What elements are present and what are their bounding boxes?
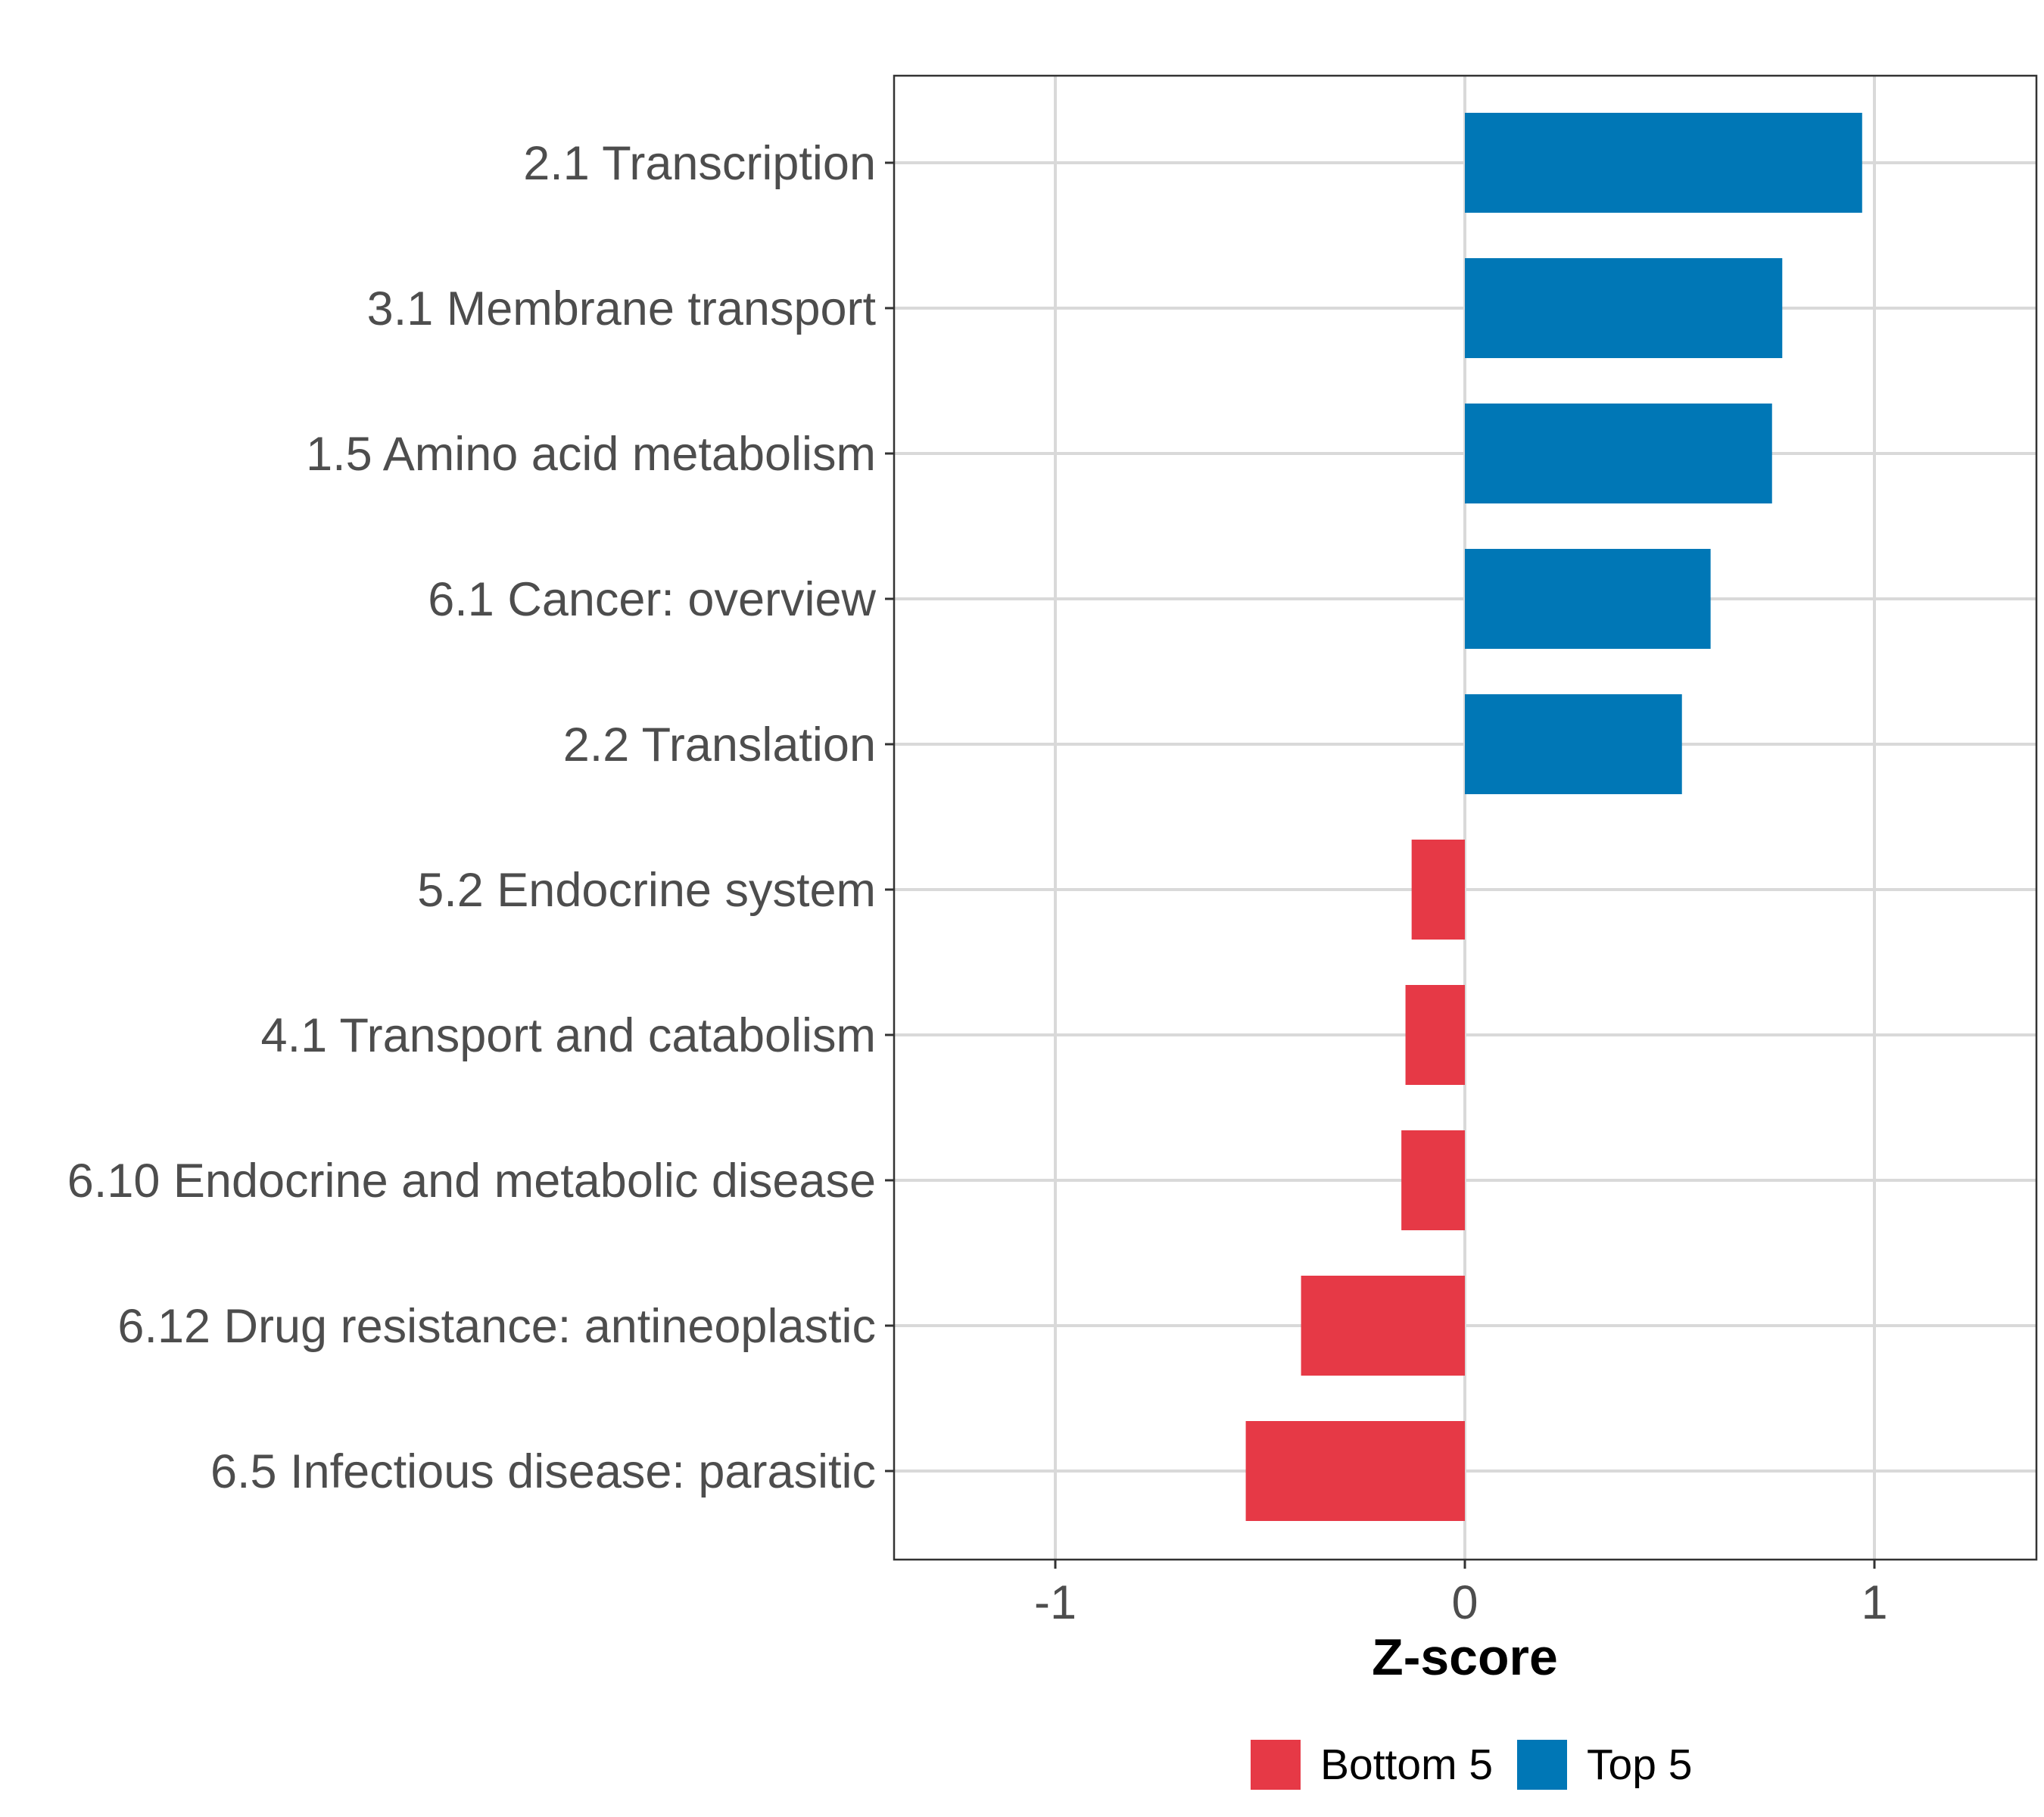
bar: [1411, 840, 1465, 940]
legend-swatch: [1517, 1740, 1567, 1790]
x-tick-label: -1: [1034, 1576, 1077, 1629]
bar: [1465, 404, 1772, 503]
category-label: 2.2 Translation: [563, 718, 876, 771]
bar: [1465, 258, 1783, 358]
x-axis-title: Z-score: [1372, 1628, 1558, 1686]
bars: [1245, 113, 1862, 1521]
category-label: 4.1 Transport and catabolism: [261, 1009, 876, 1062]
category-label: 3.1 Membrane transport: [367, 282, 877, 335]
category-label: 5.2 Endocrine system: [417, 864, 876, 917]
bar: [1405, 985, 1465, 1085]
category-labels: 2.1 Transcription 3.1 Membrane transport 1…: [67, 137, 877, 1498]
category-label: 2.1 Transcription: [523, 137, 876, 190]
bar: [1245, 1421, 1465, 1521]
legend-swatch: [1251, 1740, 1301, 1790]
bar: [1401, 1130, 1465, 1230]
legend-label: Top 5: [1587, 1741, 1692, 1789]
legend-label: Bottom 5: [1320, 1741, 1493, 1789]
bar: [1465, 694, 1682, 794]
category-label: 6.10 Endocrine and metabolic disease: [67, 1155, 876, 1208]
x-tick-label: 1: [1861, 1576, 1887, 1629]
category-label: 6.12 Drug resistance: antineoplastic: [117, 1300, 876, 1353]
gridlines: [894, 76, 2036, 1560]
category-label: 6.5 Infectious disease: parasitic: [210, 1445, 876, 1498]
bar: [1301, 1276, 1465, 1376]
bar: [1465, 113, 1862, 213]
legend: Bottom 5 Top 5: [1251, 1740, 1692, 1790]
axis-ticks: [885, 161, 1876, 1569]
x-tick-labels: -1 0 1: [1034, 1576, 1888, 1629]
category-label: 1.5 Amino acid metabolism: [306, 428, 876, 481]
bar: [1465, 549, 1711, 649]
x-tick-label: 0: [1451, 1576, 1478, 1629]
category-label: 6.1 Cancer: overview: [428, 573, 876, 626]
